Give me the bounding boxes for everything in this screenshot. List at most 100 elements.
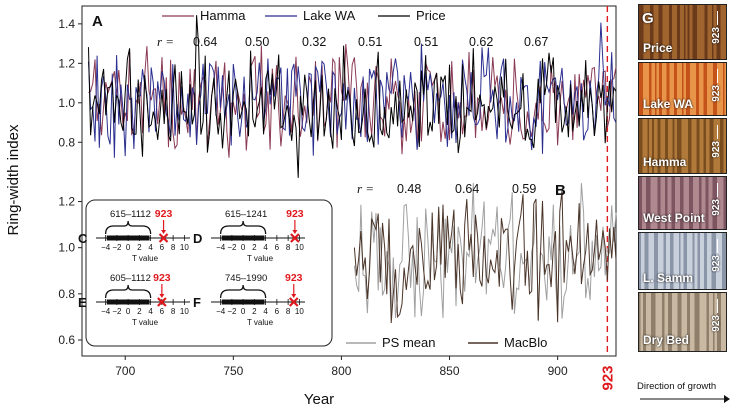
inset-e: E 605–1112 −4 −2 0 2 4 6 8 10 T value 923 xyxy=(78,272,190,327)
inset-letter: C xyxy=(78,231,88,246)
inset-axis-label: T value xyxy=(247,254,274,263)
inset-tick-label: 10 xyxy=(295,307,304,316)
y-tick-label-a: 1.4 xyxy=(58,17,75,31)
inset-tick-label: 0 xyxy=(241,307,246,316)
inset-tick-label: 4 xyxy=(148,307,153,316)
r-value-a: 0.51 xyxy=(358,35,382,49)
inset-tick-label: −2 xyxy=(227,307,237,316)
inset-marker-x xyxy=(158,233,169,243)
tree-sample-year: 923 xyxy=(711,255,722,272)
y-tick-label-b: 1.0 xyxy=(58,241,75,255)
direction-arrow xyxy=(640,395,730,403)
ring-923-marker xyxy=(716,11,718,25)
inset-tick-label: 2 xyxy=(252,307,257,316)
legend-label-a: Price xyxy=(416,8,446,23)
x-tick-label: 800 xyxy=(331,364,351,378)
y-tick-label-b: 0.8 xyxy=(58,287,75,301)
r-value-a: 0.62 xyxy=(469,35,493,49)
inset-tick-label: −4 xyxy=(101,243,111,252)
ring-923-marker xyxy=(716,183,718,197)
legend-label-a: Lake WA xyxy=(303,8,356,23)
y-tick-label-b: 1.2 xyxy=(58,195,75,209)
tree-sample-year: 923 xyxy=(711,85,722,102)
legend-label-a: Hamma xyxy=(200,8,246,23)
inset-marker-x xyxy=(157,297,167,307)
event-year-label: 923 xyxy=(599,365,616,390)
inset-tick-label: 4 xyxy=(263,307,268,316)
tree-sample-price: 923 Price xyxy=(638,4,727,60)
y-axis-label: Ring-width index xyxy=(5,124,22,235)
tree-sample-west-point: 923 West Point xyxy=(638,176,727,230)
inset-marker-arrowhead xyxy=(291,294,297,298)
inset-tick-label: 6 xyxy=(275,243,280,252)
series-line-hamma xyxy=(88,43,617,158)
y-tick-label-a: 1.2 xyxy=(58,56,75,70)
inset-letter: F xyxy=(193,295,201,310)
inset-tick-label: 8 xyxy=(171,307,176,316)
inset-axis-label: T value xyxy=(247,318,274,327)
inset-marker-label: 923 xyxy=(153,272,171,284)
inset-c: C 615–1112 −4 −2 0 2 4 6 8 10 T value 923 xyxy=(78,208,190,263)
inset-d: D 615–1241 −4 −2 0 2 4 6 8 10 T value 923 xyxy=(193,208,305,263)
inset-axis-label: T value xyxy=(132,254,159,263)
ring-923-marker xyxy=(716,69,718,83)
x-tick-label: 900 xyxy=(548,364,568,378)
r-value-a: 0.64 xyxy=(193,35,217,49)
inset-tick-label: −4 xyxy=(101,307,111,316)
tree-sample-year: 923 xyxy=(711,141,722,158)
legend-label-b: PS mean xyxy=(382,335,435,350)
panel-b-letter: B xyxy=(555,182,566,199)
panel-a-series xyxy=(88,15,617,178)
r-value-a: 0.32 xyxy=(302,35,326,49)
tree-sample-l-samm: 923 L. Samm xyxy=(638,232,727,290)
plot-labels: A Hamma Lake WA Price r = 0.64 0.50 0.32 0.51 0.5… xyxy=(92,8,566,350)
y-tick-label-b: 0.6 xyxy=(58,333,75,347)
ring-923-marker xyxy=(716,299,718,313)
inset-f: F 745–1990 −4 −2 0 2 4 6 8 10 T value 923 xyxy=(193,272,305,327)
inset-range: 615–1112 xyxy=(110,209,151,220)
inset-brace xyxy=(219,284,267,299)
r-value-a: 0.67 xyxy=(524,35,548,49)
inset-letter: E xyxy=(78,295,87,310)
panel-a-letter: A xyxy=(92,13,103,30)
series-line-lake-wa xyxy=(88,22,617,158)
inset-marker-arrowhead xyxy=(292,230,298,234)
inset-marker-label: 923 xyxy=(285,272,303,284)
direction-of-growth: Direction of growth xyxy=(637,381,716,392)
inset-marker-x xyxy=(288,297,299,307)
tree-sample-year: 923 xyxy=(711,315,722,332)
inset-marker-arrowhead xyxy=(161,230,167,234)
tree-sample-hamma: 923 Hamma xyxy=(638,118,727,174)
tree-sample-label: West Point xyxy=(643,211,705,225)
inset-tick-label: 6 xyxy=(275,307,280,316)
panel-g-letter: G xyxy=(642,10,654,27)
inset-tick-label: 2 xyxy=(137,243,142,252)
series-line-macblo xyxy=(353,190,617,324)
y-tick-label-a: 0.8 xyxy=(58,135,75,149)
direction-label: Direction of growth xyxy=(637,381,717,392)
tree-sample-label: Price xyxy=(643,41,673,55)
inset-tick-label: 8 xyxy=(286,307,291,316)
inset-tick-label: −2 xyxy=(112,243,122,252)
ring-923-marker xyxy=(716,125,718,139)
inset-tick-label: 8 xyxy=(171,243,176,252)
r-label-a: r = xyxy=(157,34,174,49)
inset-tick-label: 2 xyxy=(137,307,142,316)
r-label-b: r = xyxy=(357,181,374,196)
plot-frame xyxy=(81,5,617,357)
inset-brace xyxy=(219,220,267,235)
inset-range: 605–1112 xyxy=(110,273,151,284)
tree-sample-lake-wa: 923 Lake WA xyxy=(638,62,727,116)
r-value-b: 0.59 xyxy=(512,182,536,196)
legend-label-b: MacBlo xyxy=(504,335,547,350)
inset-axis-label: T value xyxy=(132,318,159,327)
inset-tick-label: 8 xyxy=(286,243,291,252)
tree-sample-label: L. Samm xyxy=(643,271,694,285)
inset-tick-label: 0 xyxy=(126,307,131,316)
inset-tick-label: 4 xyxy=(263,243,268,252)
inset-tick-label: 6 xyxy=(160,243,165,252)
tree-sample-label: Hamma xyxy=(643,155,687,169)
